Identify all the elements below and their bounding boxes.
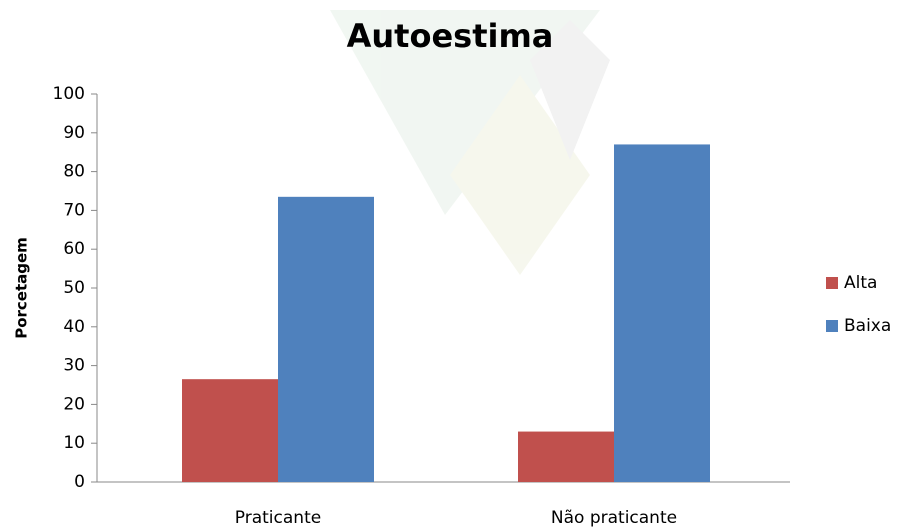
bar xyxy=(182,379,278,482)
y-axis-title: Porcetagem xyxy=(13,237,31,339)
y-tick-label: 10 xyxy=(63,433,85,453)
y-tick-label: 60 xyxy=(63,239,85,259)
x-tick-label: Não praticante xyxy=(551,508,677,528)
bar xyxy=(614,144,710,482)
legend-swatch xyxy=(826,320,838,332)
y-tick-label: 30 xyxy=(63,356,85,376)
bar xyxy=(278,196,374,482)
legend-label: Baixa xyxy=(844,316,891,336)
y-tick-label: 90 xyxy=(63,123,85,143)
y-tick-label: 20 xyxy=(63,394,85,414)
legend-label: Alta xyxy=(844,273,877,293)
y-tick-label: 40 xyxy=(63,317,85,337)
y-tick-label: 50 xyxy=(63,278,85,298)
y-tick-label: 0 xyxy=(74,472,85,492)
y-tick-label: 70 xyxy=(63,200,85,220)
legend-swatch xyxy=(826,277,838,289)
y-tick-label: 100 xyxy=(53,84,85,104)
y-tick-label: 80 xyxy=(63,162,85,182)
x-tick-label: Praticante xyxy=(235,508,321,528)
bar xyxy=(518,431,614,482)
chart-title: Autoestima xyxy=(347,17,554,55)
watermark xyxy=(330,10,610,275)
